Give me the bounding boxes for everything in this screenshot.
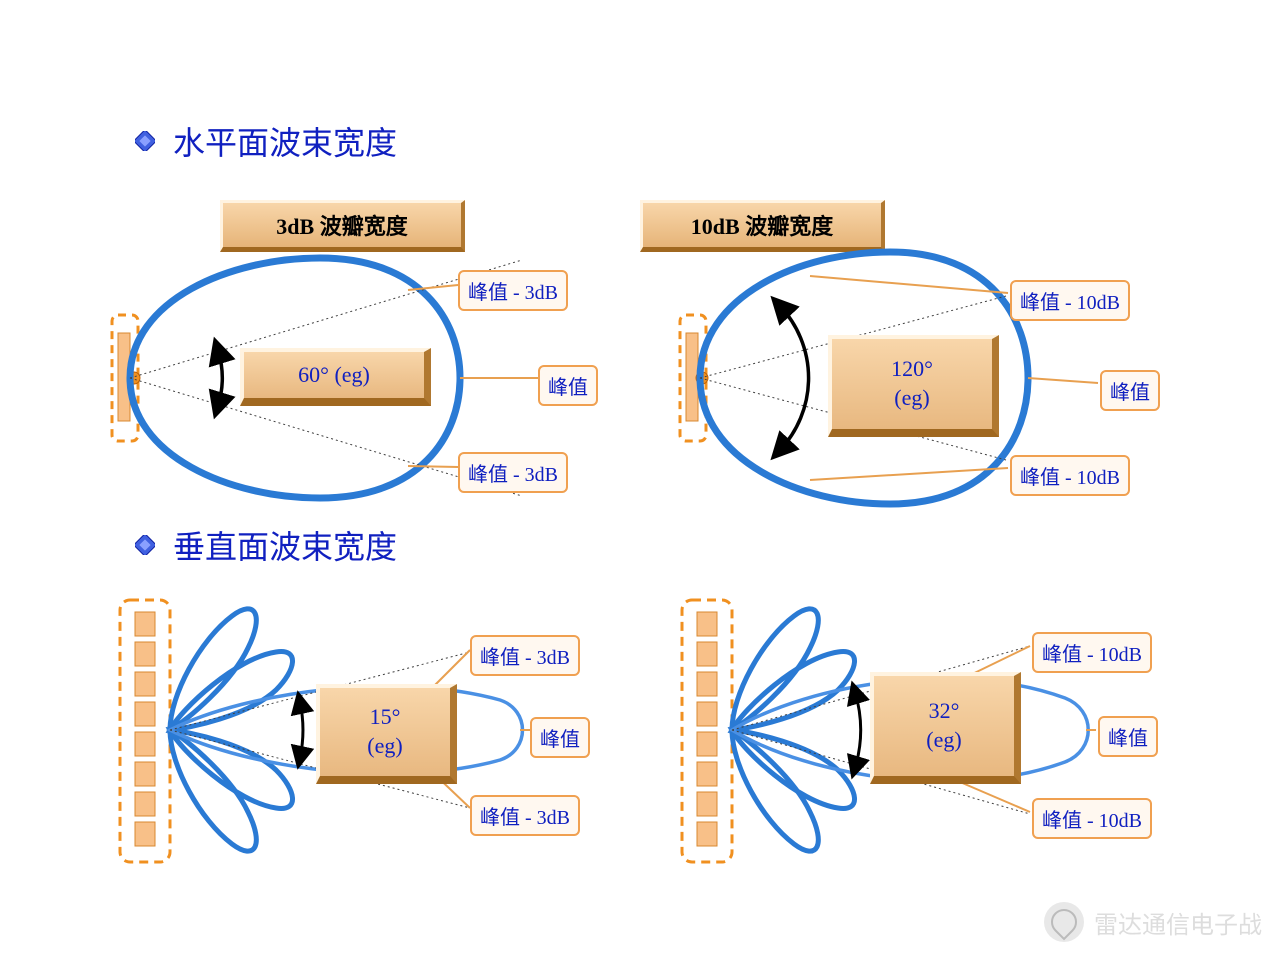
callout-v3-upper: 峰值 - 3dB — [470, 635, 580, 676]
callout-v3-lower: 峰值 - 3dB — [470, 795, 580, 836]
callout-h10-upper: 峰值 - 10dB — [1010, 280, 1130, 321]
angle-box-v10: 32° (eg) — [870, 672, 1021, 784]
watermark-text: 雷达通信电子战 — [1094, 905, 1262, 940]
callout-v10-lower: 峰值 - 10dB — [1032, 798, 1152, 839]
callout-v10-upper: 峰值 - 10dB — [1032, 632, 1152, 673]
angle-box-v3: 15° (eg) — [316, 684, 457, 784]
angle-box-h10: 120° (eg) — [828, 335, 999, 437]
callout-h3-peak: 峰值 — [538, 365, 598, 406]
callout-h3-upper: 峰值 - 3dB — [458, 270, 568, 311]
wechat-icon — [1044, 902, 1084, 942]
watermark: 雷达通信电子战 — [1044, 902, 1262, 942]
callout-v10-peak: 峰值 — [1098, 716, 1158, 757]
callout-h10-lower: 峰值 - 10dB — [1010, 455, 1130, 496]
callout-h3-lower: 峰值 - 3dB — [458, 452, 568, 493]
callout-h10-peak: 峰值 — [1100, 370, 1160, 411]
callout-v3-peak: 峰值 — [530, 717, 590, 758]
angle-box-h3: 60° (eg) — [240, 348, 431, 406]
